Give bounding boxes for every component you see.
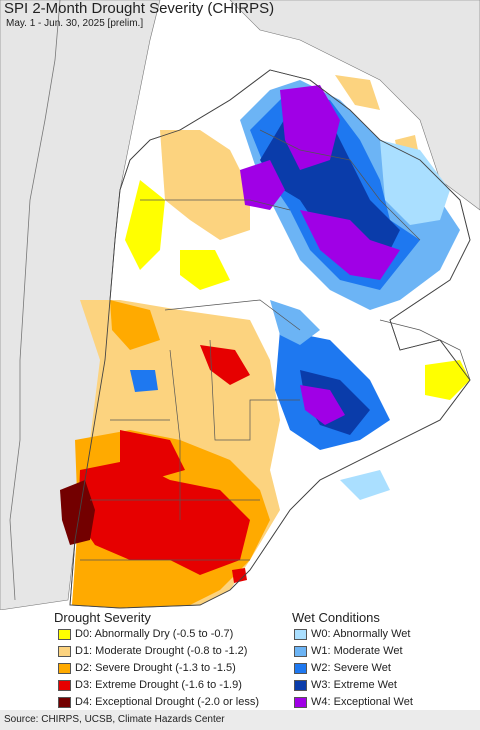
legend-label-d4: D4: Exceptional Drought (-2.0 or less) bbox=[75, 696, 260, 708]
legend-item-d3: D3: Extreme Drought (-1.6 to -1.9) bbox=[58, 678, 242, 692]
swatch-w3 bbox=[294, 679, 307, 691]
legend-label-w4: W4: Exceptional Wet bbox=[311, 696, 413, 708]
legend-item-w2: W2: Severe Wet bbox=[294, 661, 391, 675]
d3-central bbox=[200, 345, 250, 385]
legend-label-w2: W2: Severe Wet bbox=[311, 662, 391, 674]
w2-west bbox=[130, 370, 158, 392]
drought-legend-heading: Drought Severity bbox=[54, 610, 151, 625]
d2-west bbox=[110, 300, 160, 350]
swatch-w4 bbox=[294, 696, 307, 708]
legend-label-d1: D1: Moderate Drought (-0.8 to -1.2) bbox=[75, 645, 248, 657]
w0-coast bbox=[340, 470, 390, 500]
province-border-4 bbox=[169, 349, 181, 520]
legend-item-w4: W4: Exceptional Wet bbox=[294, 695, 413, 709]
neighbour-land-north bbox=[229, 0, 480, 211]
swatch-w0 bbox=[294, 628, 307, 640]
d3-south bbox=[78, 460, 250, 575]
map-subtitle: May. 1 - Jun. 30, 2025 [prelim.] bbox=[6, 18, 144, 29]
d3-pampa bbox=[120, 430, 185, 480]
w4-central bbox=[240, 160, 285, 210]
swatch-d0 bbox=[58, 628, 71, 640]
analysis-outline bbox=[69, 69, 471, 609]
d0-northwest bbox=[125, 180, 165, 270]
country-border-paraguay bbox=[259, 129, 421, 241]
footer: Source: CHIRPS, UCSB, Climate Hazards Ce… bbox=[0, 710, 480, 730]
swatch-d1 bbox=[58, 645, 71, 657]
swatch-w1 bbox=[294, 645, 307, 657]
swatch-w2 bbox=[294, 662, 307, 674]
wet-legend-heading: Wet Conditions bbox=[292, 610, 380, 625]
legend-item-w3: W3: Extreme Wet bbox=[294, 678, 397, 692]
map-title: SPI 2-Month Drought Severity (CHIRPS) bbox=[4, 0, 275, 17]
w4-southeast bbox=[300, 385, 345, 425]
w4-east bbox=[300, 210, 400, 280]
legend-item-d0: D0: Abnormally Dry (-0.5 to -0.7) bbox=[58, 627, 233, 641]
legend: Drought Severity Wet Conditions D0: Abno… bbox=[0, 610, 480, 710]
d1-northeast bbox=[335, 75, 380, 110]
chile-coast bbox=[9, 0, 61, 601]
d1-northwest bbox=[160, 130, 250, 240]
province-border-3 bbox=[209, 339, 300, 441]
legend-label-d3: D3: Extreme Drought (-1.6 to -1.9) bbox=[75, 679, 242, 691]
province-border-1 bbox=[140, 199, 291, 211]
legend-item-d2: D2: Severe Drought (-1.3 to -1.5) bbox=[58, 661, 236, 675]
legend-label-w0: W0: Abnormally Wet bbox=[311, 628, 411, 640]
legend-item-d1: D1: Moderate Drought (-0.8 to -1.2) bbox=[58, 644, 247, 658]
swatch-d3 bbox=[58, 679, 71, 691]
legend-item-w0: W0: Abnormally Wet bbox=[294, 627, 410, 641]
legend-label-d0: D0: Abnormally Dry (-0.5 to -0.7) bbox=[75, 628, 234, 640]
w1-east bbox=[270, 300, 320, 345]
swatch-d4 bbox=[58, 696, 71, 708]
legend-item-w1: W1: Moderate Wet bbox=[294, 644, 403, 658]
d4-south bbox=[60, 480, 95, 545]
source-credit: Source: CHIRPS, UCSB, Climate Hazards Ce… bbox=[4, 714, 225, 725]
swatch-d2 bbox=[58, 662, 71, 674]
d0-patch bbox=[180, 250, 230, 290]
province-border-2 bbox=[164, 299, 301, 331]
drought-map bbox=[0, 0, 480, 610]
w0-north bbox=[380, 140, 450, 225]
legend-item-d4: D4: Exceptional Drought (-2.0 or less) bbox=[58, 695, 259, 709]
legend-label-w1: W1: Moderate Wet bbox=[311, 645, 403, 657]
d0-east bbox=[425, 360, 470, 400]
legend-label-w3: W3: Extreme Wet bbox=[311, 679, 397, 691]
legend-label-d2: D2: Severe Drought (-1.3 to -1.5) bbox=[75, 662, 236, 674]
d3-island bbox=[232, 568, 247, 583]
w4-north bbox=[280, 85, 340, 170]
